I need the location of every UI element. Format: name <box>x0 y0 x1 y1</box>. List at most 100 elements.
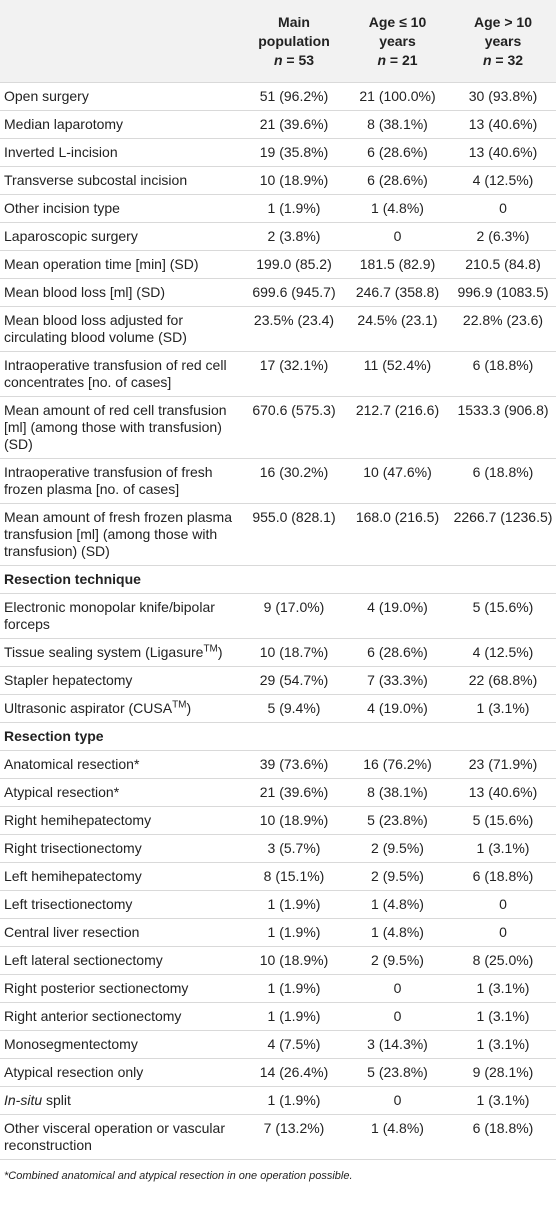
label-text: Left lateral sectionectomy <box>4 952 163 968</box>
value-cell: 23 (71.9%) <box>450 750 556 779</box>
value-cell: 6 (28.6%) <box>345 138 450 167</box>
value-cell: 1 (3.1%) <box>450 834 556 863</box>
label-text: Left hemihepatectomy <box>4 868 142 884</box>
data-row: Inverted L-incision 19 (35.8%) 6 (28.6%) 13… <box>0 138 556 167</box>
label-text: Mean blood loss [ml] (SD) <box>4 284 166 300</box>
data-row: Electronic monopolar knife/bipolar force… <box>0 593 556 639</box>
header-n-var: n <box>377 52 387 68</box>
footnote: *Combined anatomical and atypical resect… <box>4 1170 353 1182</box>
value-cell: 14 (26.4%) <box>243 1058 345 1087</box>
value-cell: 10 (47.6%) <box>345 458 450 504</box>
row-label: Mean blood loss [ml] (SD) <box>0 278 243 307</box>
value-cell: 8 (15.1%) <box>243 862 345 891</box>
row-label: Atypical resection* <box>0 778 243 807</box>
value-cell: 16 (30.2%) <box>243 458 345 504</box>
header-empty <box>0 0 243 83</box>
label-text: Ultrasonic aspirator (CUSA <box>4 700 173 716</box>
label-text: Mean amount of fresh frozen plasma trans… <box>4 509 233 559</box>
value-cell: 0 <box>450 890 556 919</box>
value-cell: 2266.7 (1236.5) <box>450 503 556 566</box>
value-cell: 10 (18.9%) <box>243 166 345 195</box>
value-cell: 1 (3.1%) <box>450 1086 556 1115</box>
value-cell: 955.0 (828.1) <box>243 503 345 566</box>
value-cell: 23.5% (23.4) <box>243 306 345 352</box>
data-row: Left trisectionectomy 1 (1.9%) 1 (4.8%) 0 <box>0 890 556 919</box>
label-text: Electronic monopolar knife/bipolar force… <box>4 599 215 632</box>
value-cell: 24.5% (23.1) <box>345 306 450 352</box>
value-cell: 19 (35.8%) <box>243 138 345 167</box>
value-cell: 6 (18.8%) <box>450 458 556 504</box>
label-text: Monosegmentectomy <box>4 1036 138 1052</box>
value-cell: 1 (1.9%) <box>243 890 345 919</box>
row-label: Mean operation time [min] (SD) <box>0 250 243 279</box>
label-text: TM <box>172 699 187 711</box>
label-text: Right anterior sectionectomy <box>4 1008 182 1024</box>
row-label: Monosegmentectomy <box>0 1030 243 1059</box>
data-row: In-situ split 1 (1.9%) 0 1 (3.1%) <box>0 1086 556 1115</box>
header-title: Age ≤ 10 years <box>368 14 427 49</box>
header-cell: Main population n = 53 <box>243 0 345 83</box>
value-cell: 246.7 (358.8) <box>345 278 450 307</box>
row-label: Transverse subcostal incision <box>0 166 243 195</box>
value-cell: 3 (14.3%) <box>345 1030 450 1059</box>
row-label: Electronic monopolar knife/bipolar force… <box>0 593 243 639</box>
data-row: Mean blood loss [ml] (SD) 699.6 (945.7) 24… <box>0 278 556 307</box>
label-text: Mean amount of red cell transfusion [ml]… <box>4 402 227 452</box>
row-label: In-situ split <box>0 1086 243 1115</box>
data-row: Atypical resection only 14 (26.4%) 5 (23.8… <box>0 1058 556 1087</box>
value-cell: 13 (40.6%) <box>450 110 556 139</box>
data-row: Central liver resection 1 (1.9%) 1 (4.8%) 0 <box>0 918 556 947</box>
value-cell: 11 (52.4%) <box>345 351 450 397</box>
value-cell: 4 (7.5%) <box>243 1030 345 1059</box>
value-cell: 5 (9.4%) <box>243 694 345 723</box>
row-label: Median laparotomy <box>0 110 243 139</box>
value-cell: 13 (40.6%) <box>450 778 556 807</box>
value-cell: 10 (18.7%) <box>243 638 345 667</box>
value-cell: 2 (9.5%) <box>345 834 450 863</box>
value-cell: 1 (3.1%) <box>450 974 556 1003</box>
value-cell: 181.5 (82.9) <box>345 250 450 279</box>
value-cell: 6 (18.8%) <box>450 351 556 397</box>
value-cell: 1 (4.8%) <box>345 1114 450 1160</box>
label-text: split <box>42 1092 71 1108</box>
section-label: Resection type <box>0 722 556 751</box>
section-label: Resection technique <box>0 565 556 594</box>
data-row: Monosegmentectomy 4 (7.5%) 3 (14.3%) 1 (3.1… <box>0 1030 556 1059</box>
row-label: Left trisectionectomy <box>0 890 243 919</box>
label-text: Other visceral operation or vascular rec… <box>4 1120 225 1153</box>
data-row: Right anterior sectionectomy 1 (1.9%) 0 1 (… <box>0 1002 556 1031</box>
value-cell: 0 <box>345 1086 450 1115</box>
row-label: Right posterior sectionectomy <box>0 974 243 1003</box>
label-text: Left trisectionectomy <box>4 896 133 912</box>
value-cell: 0 <box>345 1002 450 1031</box>
data-row: Left hemihepatectomy 8 (15.1%) 2 (9.5%) 6 (… <box>0 862 556 891</box>
value-cell: 21 (39.6%) <box>243 110 345 139</box>
value-cell: 6 (18.8%) <box>450 1114 556 1160</box>
data-row: Tissue sealing system (LigasureTM) 10 (18… <box>0 638 556 667</box>
row-label: Stapler hepatectomy <box>0 666 243 695</box>
value-cell: 6 (28.6%) <box>345 638 450 667</box>
row-label: Other visceral operation or vascular rec… <box>0 1114 243 1160</box>
label-text: Other incision type <box>4 200 120 216</box>
label-text: Anatomical resection* <box>4 756 140 772</box>
row-label: Mean amount of red cell transfusion [ml]… <box>0 396 243 459</box>
data-row: Other incision type 1 (1.9%) 1 (4.8%) 0 <box>0 194 556 223</box>
value-cell: 51 (96.2%) <box>243 82 345 111</box>
value-cell: 1 (4.8%) <box>345 890 450 919</box>
row-label: Inverted L-incision <box>0 138 243 167</box>
label-text: Right hemihepatectomy <box>4 812 152 828</box>
data-row: Ultrasonic aspirator (CUSATM) 5 (9.4%) 4 (… <box>0 694 556 723</box>
value-cell: 2 (6.3%) <box>450 222 556 251</box>
label-text: Intraoperative transfusion of red cell c… <box>4 357 227 390</box>
header-title: Age > 10 years <box>474 14 532 49</box>
data-row: Other visceral operation or vascular rec… <box>0 1114 556 1160</box>
value-cell: 22.8% (23.6) <box>450 306 556 352</box>
data-row: Mean amount of red cell transfusion [ml]… <box>0 396 556 459</box>
row-label: Left lateral sectionectomy <box>0 946 243 975</box>
header-row: Main population n = 53 Age ≤ 10 years n = 2… <box>0 0 556 83</box>
row-label: Mean blood loss adjusted for circulating… <box>0 306 243 352</box>
label-text: Right trisectionectomy <box>4 840 142 856</box>
value-cell: 1 (4.8%) <box>345 194 450 223</box>
